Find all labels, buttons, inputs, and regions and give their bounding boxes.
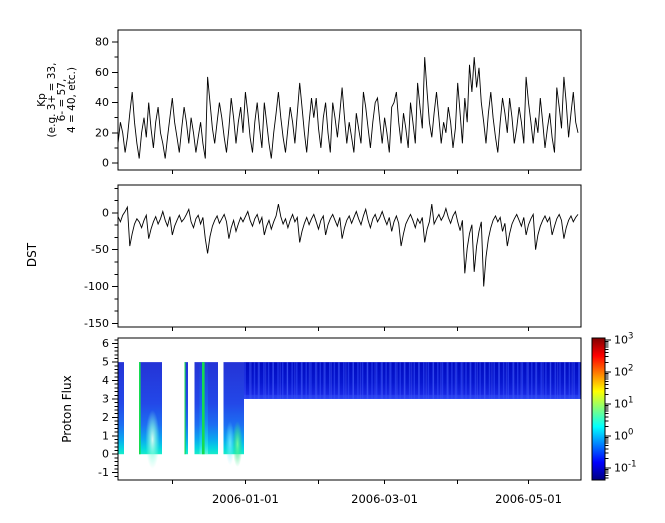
kp-axis-label: Kp (e.g. 3+ = 33, 6- = 57, 4 = 40, etc.) — [36, 62, 78, 138]
svg-text:5: 5 — [102, 356, 109, 369]
colorbar-tick-label: 101 — [614, 396, 633, 411]
svg-text:0: 0 — [102, 448, 109, 461]
tick-labels: 0 20 40 60 80 0 -50 -100 -150 -1 0 1 2 3 4 5 6 2006-01-01… — [84, 36, 562, 506]
svg-text:0: 0 — [102, 157, 109, 170]
svg-text:6: 6 — [102, 337, 109, 350]
dst-axis-label: DST — [25, 242, 39, 268]
proton-flux-heatmap — [118, 362, 581, 469]
svg-text:-150: -150 — [84, 317, 109, 330]
x-tick-label: 2006-05-01 — [495, 492, 562, 506]
svg-text:-1: -1 — [98, 466, 109, 479]
svg-text:3: 3 — [102, 392, 109, 405]
kp-series-line — [117, 57, 579, 159]
x-tick-label: 2006-03-01 — [351, 492, 418, 506]
svg-text:-100: -100 — [84, 280, 109, 293]
axes — [112, 29, 582, 484]
svg-text:40: 40 — [95, 96, 109, 109]
colorbar-tick-label: 100 — [614, 428, 633, 443]
dst-series-line — [117, 204, 579, 287]
colorbar-tick-label: 103 — [614, 331, 633, 346]
svg-text:1: 1 — [102, 429, 109, 442]
svg-text:80: 80 — [95, 36, 109, 49]
svg-text:4: 4 — [102, 374, 109, 387]
colorbar-tick-label: 10-1 — [614, 460, 636, 475]
svg-text:2: 2 — [102, 411, 109, 424]
proton-flux-axis-label: Proton Flux — [60, 375, 74, 443]
svg-text:0: 0 — [102, 206, 109, 219]
colorbar-tick-label: 102 — [614, 363, 633, 378]
x-tick-label: 2006-01-01 — [212, 492, 279, 506]
svg-text:60: 60 — [95, 66, 109, 79]
colorbar: 103 102 101 100 10-1 — [591, 331, 636, 481]
svg-text:-50: -50 — [91, 243, 109, 256]
svg-text:20: 20 — [95, 126, 109, 139]
